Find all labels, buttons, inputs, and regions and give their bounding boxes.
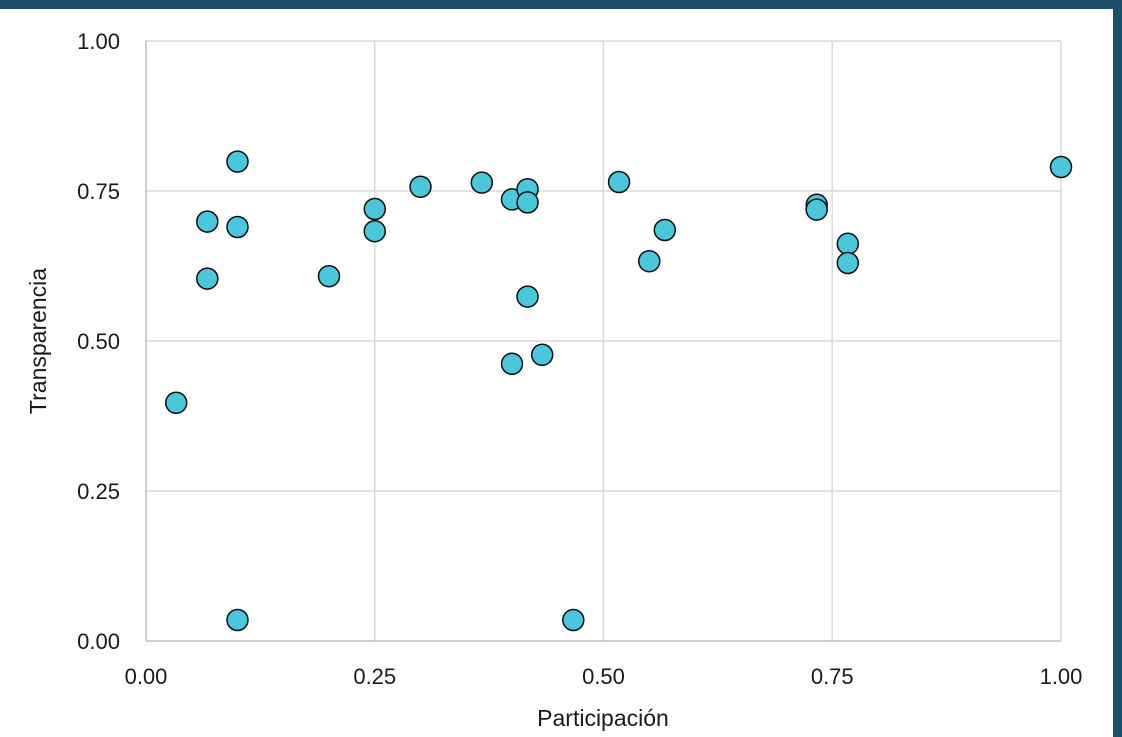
data-point	[836, 232, 860, 256]
y-tick-label: 0.75	[77, 179, 120, 204]
data-point	[164, 391, 188, 415]
data-point	[607, 170, 631, 194]
y-tick-label: 0.00	[77, 629, 120, 654]
data-point	[516, 285, 539, 308]
grid-lines	[146, 40, 1062, 641]
data-point	[226, 608, 249, 632]
data-point	[530, 343, 554, 367]
x-tick-label: 1.00	[1040, 664, 1083, 689]
data-point	[226, 215, 249, 239]
data-point	[226, 150, 249, 173]
y-tick-label: 1.00	[77, 29, 120, 54]
data-point	[196, 267, 219, 290]
data-point	[500, 352, 524, 376]
y-tick-labels: 0.00 0.25 0.50 0.75 1.00	[77, 29, 120, 654]
data-point	[1049, 155, 1073, 179]
data-point	[317, 264, 341, 288]
chart-panel: 0.00 0.25 0.50 0.75 1.00 0.00 0.25 0.50 0.75 1.0…	[0, 9, 1113, 737]
scatter-chart: 0.00 0.25 0.50 0.75 1.00 0.00 0.25 0.50 0.75 1.0…	[25, 29, 1083, 731]
data-point	[836, 251, 860, 275]
x-tick-label: 0.25	[353, 664, 396, 689]
data-point	[805, 198, 828, 221]
data-point	[638, 249, 661, 273]
data-point	[196, 210, 219, 233]
data-point	[562, 608, 585, 632]
y-axis-title: Transparencia	[25, 268, 51, 414]
data-point	[409, 175, 432, 199]
data-point	[653, 218, 677, 242]
x-tick-label: 0.50	[582, 664, 625, 689]
x-axis-title: Participación	[537, 705, 669, 731]
y-tick-label: 0.25	[77, 479, 120, 504]
axis-lines	[145, 41, 1061, 642]
x-tick-labels: 0.00 0.25 0.50 0.75 1.00	[125, 664, 1083, 689]
x-tick-label: 0.75	[811, 664, 854, 689]
data-point	[363, 219, 386, 243]
y-tick-label: 0.50	[77, 329, 120, 354]
x-tick-label: 0.00	[125, 664, 168, 689]
data-points	[164, 150, 1073, 632]
data-point	[516, 191, 539, 214]
data-point	[363, 197, 386, 221]
data-point	[470, 171, 494, 194]
